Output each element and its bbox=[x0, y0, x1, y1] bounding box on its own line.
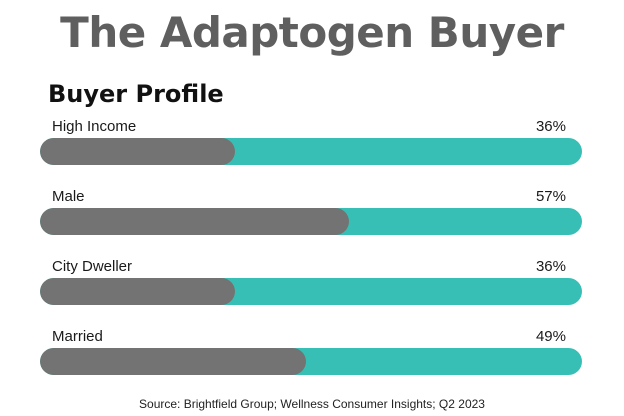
bar-row-high-income: High Income 36% bbox=[40, 118, 582, 178]
source-note: Source: Brightfield Group; Wellness Cons… bbox=[139, 397, 485, 411]
bar-value-label: 36% bbox=[535, 258, 566, 275]
bar-value-label: 57% bbox=[535, 188, 566, 205]
bar-row-male: Male 57% bbox=[40, 188, 582, 248]
page-title: The Adaptogen Buyer bbox=[60, 8, 564, 57]
bar-value-label: 36% bbox=[535, 118, 566, 135]
bar-fill bbox=[40, 348, 306, 375]
bar-label: Married bbox=[52, 328, 103, 345]
bar-label: High Income bbox=[52, 118, 137, 135]
bar-track bbox=[40, 138, 582, 165]
bar-value-label: 49% bbox=[535, 328, 566, 345]
bar-row-married: Married 49% bbox=[40, 328, 582, 388]
bar-fill bbox=[40, 208, 349, 235]
bar-fill bbox=[40, 138, 236, 165]
chart-subtitle: Buyer Profile bbox=[48, 80, 224, 108]
bar-label: Male bbox=[52, 188, 85, 205]
bar-fill bbox=[40, 278, 236, 305]
bar-track bbox=[40, 348, 582, 375]
bar-row-city-dweller: City Dweller 36% bbox=[40, 258, 582, 318]
bar-track bbox=[40, 208, 582, 235]
bar-label: City Dweller bbox=[52, 258, 133, 275]
bar-track bbox=[40, 278, 582, 305]
